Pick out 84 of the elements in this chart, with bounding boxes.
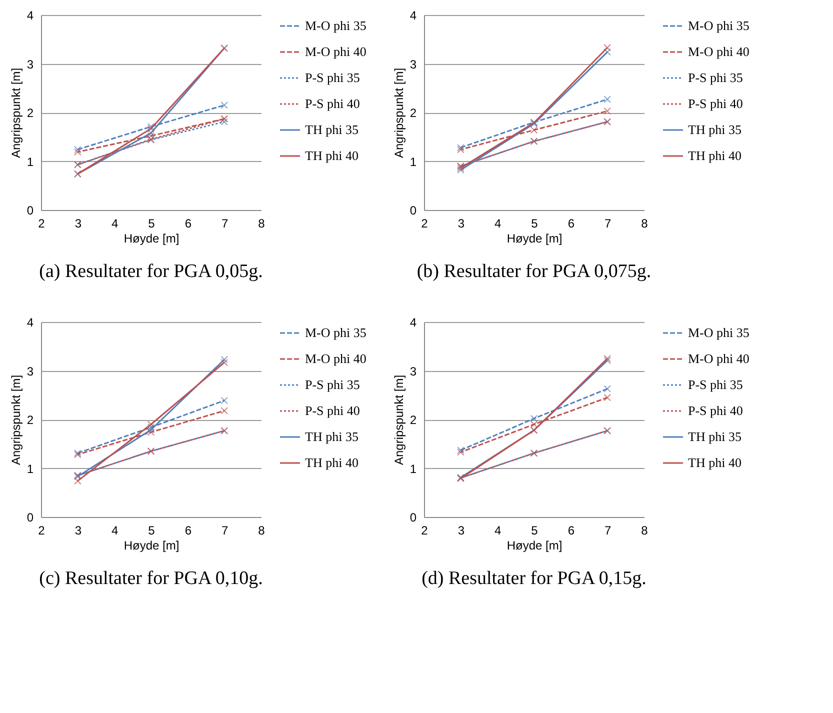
y-axis-title: Angripspunkt [m] — [392, 374, 406, 466]
legend-label: P-S phi 35 — [688, 70, 743, 85]
x-tick-label: 2 — [421, 524, 428, 538]
legend-label: P-S phi 40 — [305, 403, 360, 418]
y-tick-label: 1 — [26, 462, 34, 476]
y-axis-title: Angripspunkt [m] — [8, 68, 23, 158]
y-tick-label: 4 — [410, 8, 417, 22]
text: (a) Resultater for PGA 0,05g. — [39, 261, 263, 282]
x-tick-label: 5 — [531, 524, 538, 538]
x-tick-label: 7 — [221, 524, 228, 538]
legend-label: M-O phi 35 — [688, 325, 750, 340]
legend-label: P-S phi 40 — [305, 96, 360, 111]
y-tick-label: 0 — [26, 510, 34, 524]
y-axis-title: Angripspunkt [m] — [392, 68, 406, 158]
legend-label: M-O phi 35 — [305, 325, 366, 340]
x-tick-label: 6 — [568, 524, 575, 538]
x-tick-label: 2 — [38, 216, 46, 230]
y-tick-label: 4 — [26, 316, 34, 330]
legend-label: TH phi 35 — [305, 122, 358, 137]
x-tick-label: 6 — [184, 524, 192, 538]
legend-label: P-S phi 40 — [688, 403, 743, 418]
y-tick-label: 2 — [26, 106, 34, 120]
x-tick-label: 8 — [641, 216, 648, 230]
y-tick-label: 4 — [26, 8, 34, 22]
x-tick-label: 3 — [458, 524, 465, 538]
y-axis-title: Angripspunkt [m] — [8, 374, 23, 466]
legend-label: M-O phi 40 — [305, 351, 366, 366]
y-tick-label: 0 — [410, 204, 417, 218]
x-axis-title: Høyde [m] — [124, 232, 180, 246]
x-tick-label: 2 — [421, 216, 428, 230]
legend-label: TH phi 35 — [688, 429, 742, 444]
x-tick-label: 3 — [458, 216, 465, 230]
x-tick-label: 7 — [604, 216, 612, 230]
legend-label: P-S phi 35 — [305, 377, 360, 392]
y-tick-label: 4 — [410, 316, 417, 330]
y-tick-label: 1 — [26, 154, 34, 169]
legend-label: P-S phi 35 — [305, 70, 360, 85]
x-axis-title: Høyde [m] — [506, 538, 562, 552]
y-tick-label: 2 — [26, 413, 34, 427]
x-tick-label: 4 — [111, 524, 118, 538]
legend-label: M-O phi 40 — [688, 351, 750, 366]
legend-label: P-S phi 35 — [688, 377, 743, 392]
text: (b) Resultater for PGA 0,075g. — [416, 261, 652, 282]
x-tick-label: 4 — [494, 216, 502, 230]
x-tick-label: 5 — [531, 216, 538, 230]
x-tick-label: 7 — [604, 524, 612, 538]
y-tick-label: 3 — [410, 364, 417, 378]
text: (d) Resultater for PGA 0,15g. — [422, 568, 646, 589]
x-tick-label: 7 — [221, 216, 228, 230]
y-tick-label: 1 — [410, 462, 417, 476]
x-tick-label: 4 — [494, 524, 502, 538]
x-axis-title: Høyde [m] — [124, 538, 180, 552]
legend-label: M-O phi 35 — [688, 18, 750, 33]
legend-label: TH phi 35 — [305, 429, 358, 444]
legend-label: TH phi 40 — [688, 455, 742, 470]
x-axis-title: Høyde [m] — [506, 232, 562, 246]
legend-label: M-O phi 35 — [305, 18, 366, 33]
legend-label: TH phi 40 — [305, 455, 358, 470]
legend-label: TH phi 40 — [688, 148, 742, 163]
x-tick-label: 3 — [74, 216, 82, 230]
legend-label: TH phi 40 — [305, 148, 358, 163]
text: (c) Resultater for PGA 0,10g. — [39, 568, 263, 589]
y-tick-label: 0 — [410, 510, 417, 524]
y-tick-label: 1 — [410, 154, 417, 169]
legend-label: TH phi 35 — [688, 122, 742, 137]
legend-label: P-S phi 40 — [688, 96, 743, 111]
x-tick-label: 8 — [258, 216, 266, 230]
y-tick-label: 0 — [26, 204, 34, 218]
y-tick-label: 2 — [410, 106, 417, 120]
x-tick-label: 8 — [258, 524, 266, 538]
legend-label: M-O phi 40 — [305, 44, 366, 59]
y-tick-label: 3 — [410, 57, 417, 72]
x-tick-label: 8 — [641, 524, 648, 538]
x-tick-label: 2 — [38, 524, 46, 538]
y-tick-label: 3 — [26, 364, 34, 378]
y-tick-label: 2 — [410, 413, 417, 427]
x-tick-label: 3 — [74, 524, 82, 538]
x-tick-label: 6 — [184, 216, 192, 230]
x-tick-label: 4 — [111, 216, 118, 230]
y-tick-label: 3 — [26, 57, 34, 72]
x-tick-label: 5 — [148, 216, 156, 230]
x-tick-label: 5 — [148, 524, 156, 538]
legend-label: M-O phi 40 — [688, 44, 750, 59]
x-tick-label: 6 — [568, 216, 575, 230]
